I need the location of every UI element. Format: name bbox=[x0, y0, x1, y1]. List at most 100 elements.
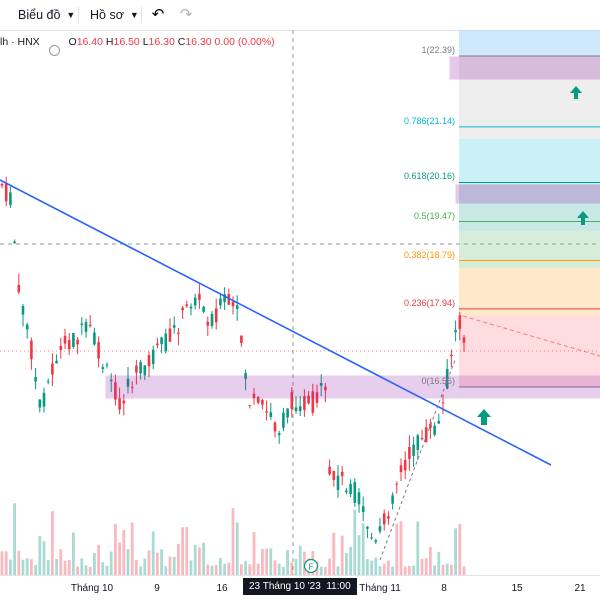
candle-body bbox=[4, 183, 8, 202]
candle-body bbox=[244, 373, 247, 379]
fibonacci-retracement[interactable] bbox=[459, 30, 600, 388]
candle-body bbox=[420, 437, 424, 440]
volume-bar bbox=[198, 547, 201, 575]
candle-body bbox=[30, 340, 33, 360]
high-value: 16.50 bbox=[113, 36, 140, 48]
volume-bar bbox=[67, 560, 71, 575]
volume-bar bbox=[336, 566, 340, 575]
candle-body bbox=[408, 447, 411, 459]
candle-body bbox=[303, 396, 306, 410]
volume-bar bbox=[399, 521, 403, 575]
undo-icon[interactable]: ↶ bbox=[151, 6, 165, 23]
candle-body bbox=[34, 377, 37, 382]
volume-bar bbox=[160, 549, 163, 575]
candle-body bbox=[181, 307, 184, 311]
candle-body bbox=[366, 526, 369, 529]
candle-body bbox=[290, 392, 294, 410]
fib-zone-top bbox=[459, 30, 600, 56]
chart-menu-button[interactable]: Biểu đồ ▼ bbox=[18, 6, 75, 24]
candle-body bbox=[143, 365, 147, 376]
profile-menu-button[interactable]: Hồ sơ ▼ bbox=[90, 6, 139, 24]
volume-bar bbox=[286, 549, 289, 575]
price-chart[interactable]: F bbox=[0, 30, 600, 575]
volume-bar bbox=[294, 558, 298, 575]
low-value: 16.30 bbox=[148, 36, 175, 48]
projection-line[interactable] bbox=[462, 315, 600, 357]
candle-body bbox=[416, 435, 420, 450]
volume-bar bbox=[214, 565, 218, 575]
candle-body bbox=[130, 387, 134, 389]
time-tick: 8 bbox=[441, 583, 447, 594]
candle-body bbox=[59, 346, 63, 350]
volume-bar bbox=[374, 557, 378, 575]
arrow-up-icon[interactable] bbox=[477, 409, 491, 425]
volume-bar bbox=[30, 559, 33, 575]
event-marker[interactable]: F bbox=[303, 558, 319, 574]
volume-bar bbox=[139, 566, 142, 575]
volume-bar bbox=[340, 535, 344, 575]
visibility-dot-icon[interactable]: . bbox=[48, 45, 60, 56]
change-value: 0.00 (0.00%) bbox=[214, 36, 275, 48]
resistance-zone-top[interactable] bbox=[449, 56, 600, 80]
candle-body bbox=[336, 475, 340, 490]
volume-bar bbox=[290, 562, 294, 575]
symbol-label: lh · HNX bbox=[0, 36, 40, 48]
volume-bar bbox=[72, 532, 75, 575]
volume-bar bbox=[25, 558, 29, 575]
arrow-up-icon[interactable] bbox=[570, 86, 582, 99]
candle-body bbox=[340, 471, 344, 477]
volume-bar bbox=[210, 565, 214, 575]
candle-body bbox=[269, 412, 273, 417]
candle-body bbox=[298, 406, 302, 412]
candle-body bbox=[63, 335, 67, 344]
volume-bar bbox=[357, 535, 361, 575]
candle-body bbox=[294, 407, 298, 412]
low-label: L bbox=[142, 36, 149, 48]
volume-bar bbox=[227, 562, 231, 575]
support-zone-rectangle[interactable] bbox=[105, 375, 600, 399]
candle-body bbox=[51, 363, 54, 375]
candlestick-series bbox=[0, 176, 466, 544]
volume-bar bbox=[38, 536, 42, 575]
volume-bar bbox=[235, 522, 239, 575]
candle-body bbox=[282, 412, 285, 428]
crosshair-time: 11:00 bbox=[326, 581, 351, 592]
candle-body bbox=[189, 306, 193, 309]
candle-body bbox=[441, 402, 445, 404]
volume-bar bbox=[366, 559, 369, 575]
candle-body bbox=[76, 339, 79, 345]
candle-body bbox=[261, 399, 264, 405]
candle-body bbox=[391, 495, 394, 504]
toolbar-divider bbox=[141, 7, 142, 23]
volume-bar bbox=[193, 544, 197, 575]
volume-bar bbox=[324, 566, 327, 575]
fib-level-label: 0.236(17.94) bbox=[403, 297, 455, 308]
fib-level-label: 0.786(21.14) bbox=[403, 115, 455, 126]
volume-bar bbox=[223, 563, 226, 575]
candle-body bbox=[13, 241, 16, 244]
candle-body bbox=[114, 382, 117, 400]
close-label: C bbox=[177, 36, 186, 48]
candle-body bbox=[105, 364, 109, 366]
fib-level-label: 1(22.39) bbox=[421, 45, 455, 55]
downtrend-line[interactable] bbox=[0, 179, 552, 466]
volume-bar bbox=[403, 566, 407, 575]
volume-bar bbox=[143, 558, 147, 575]
candle-body bbox=[240, 335, 243, 344]
candle-body bbox=[324, 386, 327, 391]
fib-zone-0786-0618 bbox=[459, 139, 600, 184]
volume-bar bbox=[122, 530, 126, 575]
candle-body bbox=[38, 399, 42, 408]
redo-icon[interactable]: ↷ bbox=[179, 6, 193, 23]
candle-body bbox=[319, 383, 323, 386]
candle-body bbox=[315, 392, 319, 403]
resistance-zone-0618[interactable] bbox=[455, 184, 600, 204]
top-toolbar: Biểu đồ ▼ Hồ sơ ▼ ↶ ↷ bbox=[0, 0, 600, 31]
fib-level-label: 0(16.56) bbox=[421, 376, 455, 386]
candle-body bbox=[160, 337, 163, 345]
volume-bar bbox=[248, 564, 252, 575]
arrow-up-icon[interactable] bbox=[577, 211, 589, 225]
candle-body bbox=[118, 398, 121, 410]
fib-level-label: 0.382(18.79) bbox=[403, 249, 455, 260]
volume-bar bbox=[332, 532, 336, 575]
